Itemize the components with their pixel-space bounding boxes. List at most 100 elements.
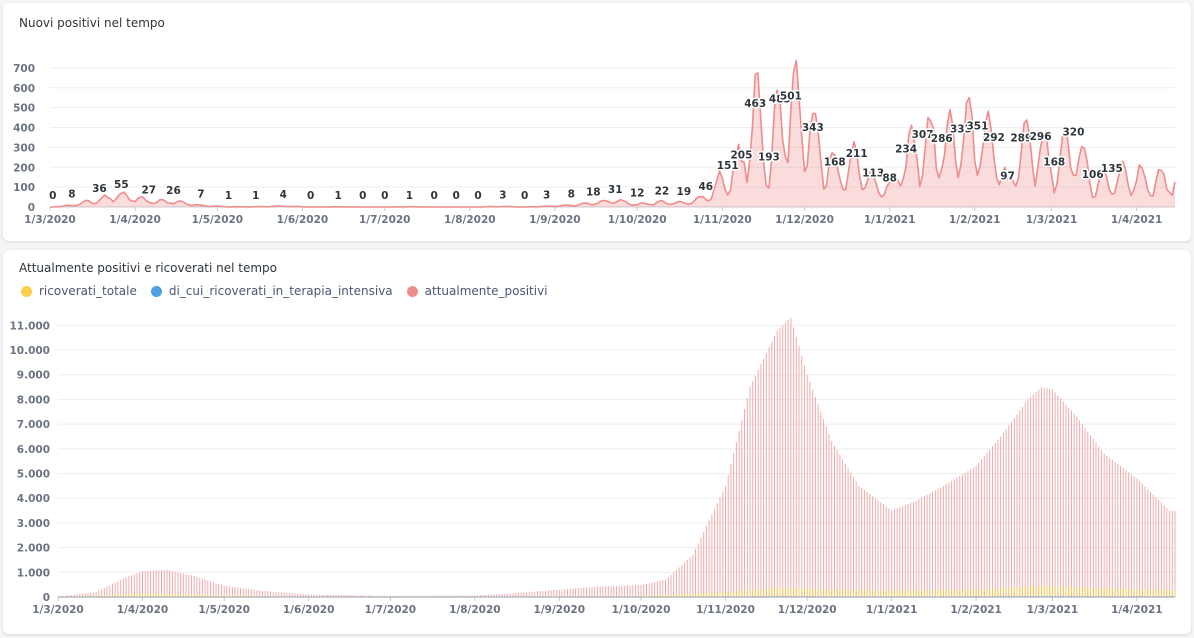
data-label: 168 [824,157,846,169]
legend-dot-icon [21,285,32,297]
data-label: 1 [334,190,341,202]
y-tick-label: 400 [13,123,35,135]
x-tick-label: 1/6/2020 [277,214,329,226]
y-tick-label: 100 [13,182,35,194]
x-tick-label: 1/1/2021 [864,214,916,226]
x-tick-label: 1/4/2021 [1111,214,1163,226]
y-tick-label: 2.000 [17,543,50,555]
chart2-legend: ricoverati_totale di_cui_ricoverati_in_t… [21,284,548,298]
y-tick-label: 500 [13,103,35,115]
data-label: 0 [307,190,314,202]
data-label: 26 [166,185,181,197]
data-label: 1 [406,190,413,202]
series-line [50,59,1176,208]
x-tick-label: 1/4/2020 [109,214,161,226]
data-label: 27 [141,185,156,197]
legend-item-ricoverati-totale[interactable]: ricoverati_totale [21,284,137,298]
x-tick-label: 1/3/2021 [1026,214,1078,226]
data-label: 168 [1043,157,1065,169]
data-label: 205 [731,149,753,161]
data-label: 113 [862,168,884,180]
data-label: 0 [521,190,528,202]
data-label: 320 [1063,126,1085,138]
data-label: 485 [769,94,791,106]
data-label: 22 [655,186,670,198]
data-label: 0 [430,190,437,202]
data-label: 46 [698,181,713,193]
legend-dot-icon [406,285,418,297]
x-tick-label: 1/12/2020 [778,604,837,616]
legend-item-attualmente-positivi[interactable]: attualmente_positivi [406,284,548,298]
y-tick-label: 700 [13,63,35,75]
legend-dot-icon [150,285,162,297]
active-positives-chart[interactable]: 0 1.000 2.000 3.000 4.000 5.000 6.000 7.000 8.00… [3,250,1191,634]
data-label: 0 [359,190,366,202]
x-tick-label: 1/1/2021 [866,604,918,616]
y-tick-label: 200 [13,162,35,174]
legend-item-terapia-intensiva[interactable]: di_cui_ricoverati_in_terapia_intensiva [150,284,393,298]
data-label: 463 [744,98,766,110]
data-label: 0 [474,190,481,202]
new-positives-card: Nuovi positivi nel tempo 0 100 200 300 400 50… [3,3,1191,241]
data-label: 36 [92,183,107,195]
y-tick-label: 1.000 [17,567,50,579]
data-label: 12 [630,188,645,200]
data-label: 0 [49,190,56,202]
y-tick-label: 11.000 [9,320,50,332]
data-label: 88 [882,173,897,185]
data-label: 4 [280,189,287,201]
series-area [50,60,1175,207]
x-tick-label: 1/3/2021 [1027,604,1079,616]
data-label: 97 [1000,171,1015,183]
active-positives-card: Attualmente positivi e ricoverati nel te… [3,250,1191,634]
x-tick-label: 1/10/2020 [608,214,667,226]
y-tick-label: 0 [28,202,35,214]
y-tick-label: 300 [13,142,35,154]
data-label: 343 [802,122,824,134]
chart2-title: Attualmente positivi e ricoverati nel te… [19,261,278,275]
x-tick-label: 1/8/2020 [449,604,501,616]
y-tick-label: 6.000 [17,444,50,456]
x-tick-label: 1/4/2021 [1111,604,1163,616]
x-tick-label: 1/6/2020 [283,604,335,616]
data-label: 296 [1030,131,1052,143]
data-label: 289 [1010,133,1032,145]
series-ricoverati-totale [60,585,1176,597]
x-tick-label: 1/9/2020 [534,604,586,616]
data-label: 1 [225,190,232,202]
data-label: 292 [983,132,1005,144]
data-label: 106 [1082,169,1104,181]
legend-label: di_cui_ricoverati_in_terapia_intensiva [168,284,393,298]
x-tick-label: 1/7/2020 [365,604,417,616]
x-tick-label: 1/4/2020 [117,604,169,616]
data-label: 31 [608,184,623,196]
y-tick-label: 5.000 [17,469,50,481]
chart1-title: Nuovi positivi nel tempo [19,16,165,30]
x-tick-label: 1/5/2020 [198,604,250,616]
data-label: 351 [966,120,988,132]
y-tick-label: 9.000 [17,370,50,382]
x-tick-label: 1/7/2020 [359,214,411,226]
data-label: 8 [68,188,75,200]
y-tick-label: 600 [13,83,35,95]
data-label: 7 [197,189,204,201]
x-tick-label: 1/11/2020 [696,604,755,616]
y-tick-label: 0 [43,592,50,604]
x-tick-label: 1/8/2020 [444,214,496,226]
y-tick-label: 8.000 [17,394,50,406]
x-tick-label: 1/12/2020 [775,214,834,226]
series-attualmente-positivi [57,317,1176,597]
y-tick-label: 4.000 [17,493,50,505]
data-label: 151 [717,160,739,172]
data-label: 55 [114,179,129,191]
x-tick-label: 1/11/2020 [693,214,752,226]
y-tick-label: 10.000 [9,345,50,357]
x-tick-label: 1/10/2020 [612,604,671,616]
data-label: 0 [381,190,388,202]
data-label: 18 [586,186,601,198]
legend-label: attualmente_positivi [424,284,548,298]
data-label: 193 [758,152,780,164]
data-label: 0 [452,190,459,202]
x-tick-label: 1/2/2021 [950,604,1002,616]
